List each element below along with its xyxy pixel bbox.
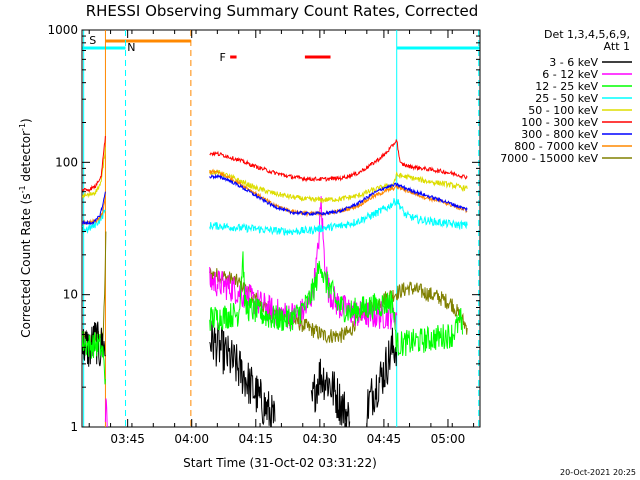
series-line-12-25-kev bbox=[209, 251, 463, 357]
legend-label: 300 - 800 keV bbox=[521, 128, 598, 141]
series-line-3-6-kev bbox=[366, 327, 398, 428]
legend-label: 25 - 50 keV bbox=[535, 92, 598, 105]
series-line-3-6-kev bbox=[310, 358, 351, 428]
axis-ticks: 1 10 100 1000 03:45 04:00 04:15 04:30 04:45 05:00 bbox=[47, 23, 480, 446]
legend-label: 800 - 7000 keV bbox=[514, 140, 598, 153]
legend-header-att: Att 1 bbox=[604, 40, 630, 53]
y-axis-label-sup1: -1 bbox=[18, 185, 27, 193]
series-line-300-800-kev bbox=[81, 191, 106, 226]
series-line-25-50-kev bbox=[209, 198, 468, 236]
x-tick-label: 04:45 bbox=[367, 432, 402, 446]
legend-label: 12 - 25 keV bbox=[535, 80, 598, 93]
y-tick-label: 10 bbox=[63, 288, 78, 302]
series-line-3-6-kev bbox=[209, 320, 276, 428]
series-line-6-12-kev bbox=[104, 398, 108, 428]
y-axis-label-part3: ) bbox=[19, 118, 33, 123]
series-line-50-100-kev bbox=[209, 169, 468, 204]
series-line-7000-15000-kev bbox=[209, 268, 468, 344]
saa-flag-label: S bbox=[89, 34, 96, 47]
y-axis-label-part1: Corrected Count Rate (s bbox=[19, 193, 33, 337]
series-line-300-800-kev bbox=[209, 173, 468, 216]
y-axis-label: Corrected Count Rate (s-1 detector-1) bbox=[18, 118, 33, 337]
y-tick-label: 1000 bbox=[47, 23, 78, 37]
footer-timestamp: 20-Oct-2021 20:25 bbox=[560, 468, 636, 477]
series-line-50-100-kev bbox=[81, 147, 106, 199]
x-tick-label: 03:45 bbox=[110, 432, 145, 446]
legend-header: Det 1,3,4,5,6,9, bbox=[544, 28, 630, 41]
legend-label: 100 - 300 keV bbox=[521, 116, 598, 129]
x-tick-label: 05:00 bbox=[431, 432, 466, 446]
legend-label: 50 - 100 keV bbox=[528, 104, 598, 117]
night-flag-label: N bbox=[127, 41, 135, 54]
series-line-12-25-kev bbox=[81, 330, 106, 385]
legend-label: 6 - 12 keV bbox=[542, 68, 598, 81]
x-tick-label: 04:30 bbox=[303, 432, 338, 446]
x-tick-label: 04:15 bbox=[238, 432, 273, 446]
legend-label: 3 - 6 keV bbox=[549, 56, 598, 69]
legend-label: 7000 - 15000 keV bbox=[500, 152, 598, 165]
chart-title: RHESSI Observing Summary Count Rates, Co… bbox=[86, 2, 479, 20]
series-layer bbox=[81, 135, 468, 428]
x-tick-label: 04:00 bbox=[174, 432, 209, 446]
y-tick-label: 1 bbox=[70, 420, 78, 434]
series-line-100-300-kev bbox=[81, 135, 106, 193]
y-tick-label: 100 bbox=[55, 155, 78, 169]
series-line-100-300-kev bbox=[209, 138, 468, 183]
flare-flag-label: F bbox=[219, 51, 225, 64]
x-axis-label: Start Time (31-Oct-02 03:31:22) bbox=[183, 456, 377, 470]
y-axis-label-part2: detector bbox=[19, 131, 33, 186]
y-axis-label-sup2: -1 bbox=[18, 123, 27, 131]
